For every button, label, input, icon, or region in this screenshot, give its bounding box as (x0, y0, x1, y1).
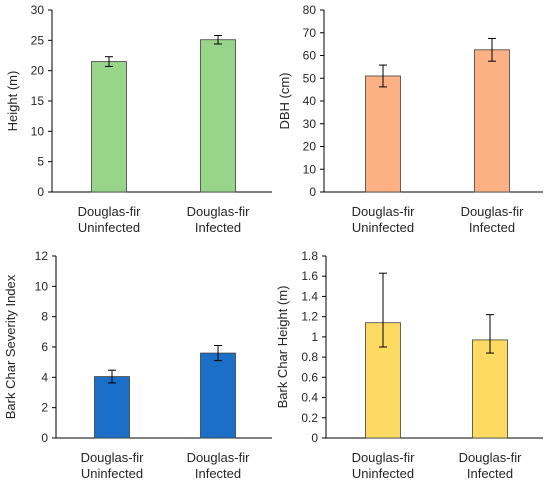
x-tick-label: Douglas-fir (461, 204, 525, 219)
y-tick-label: 10 (31, 124, 45, 138)
x-tick-label: Uninfected (78, 220, 140, 235)
y-tick-label: 50 (303, 71, 317, 85)
y-tick-label: 4 (41, 370, 48, 384)
x-tick-label: Uninfected (352, 466, 414, 481)
x-tick-label: Infected (195, 466, 241, 481)
bar (474, 49, 510, 193)
y-tick-label: 10 (35, 279, 49, 293)
chart-panel-4: 0 0.2 0.4 0.6 0.8 1 1.2 1.4 1.6 1.8 Bark Char Heig… (275, 249, 543, 481)
x-tick-label: Douglas-fir (81, 450, 145, 465)
x-tick-label: Uninfected (352, 220, 414, 235)
y-tick-label: 0.4 (301, 391, 318, 405)
y-tick-label: 1.6 (301, 269, 318, 283)
y-tick-label: 8 (41, 310, 48, 324)
x-tick-label: Douglas-fir (459, 450, 523, 465)
y-tick-label: 25 (31, 33, 45, 47)
y-tick-label: 10 (303, 162, 317, 176)
bar (91, 61, 127, 193)
y-tick-label: 2 (41, 401, 48, 415)
y-tick-label: 15 (31, 94, 45, 108)
y-axis-label: Height (m) (5, 71, 20, 132)
bar (94, 376, 130, 439)
y-tick-label: 1.4 (301, 289, 318, 303)
y-axis-label: DBH (cm) (277, 72, 292, 129)
y-tick-label: 5 (37, 155, 44, 169)
y-tick-label: 0.6 (301, 370, 318, 384)
y-tick-label: 0 (37, 185, 44, 199)
chart-panel-3: 0 2 4 6 8 10 12 Bark Char Severity Index Douglas… (3, 249, 272, 481)
y-tick-label: 6 (41, 340, 48, 354)
y-tick-label: 20 (31, 64, 45, 78)
y-tick-label: 0 (309, 185, 316, 199)
x-tick-label: Douglas-fir (78, 204, 142, 219)
y-tick-label: 20 (303, 140, 317, 154)
y-tick-label: 40 (303, 94, 317, 108)
bar (472, 339, 508, 439)
x-tick-label: Infected (469, 220, 515, 235)
y-tick-label: 0.8 (301, 350, 318, 364)
x-tick-label: Douglas-fir (187, 204, 251, 219)
y-tick-label: 30 (31, 3, 45, 17)
y-tick-label: 1.8 (301, 249, 318, 263)
bar (365, 75, 401, 193)
bar (200, 39, 236, 193)
y-tick-label: 0.2 (301, 411, 318, 425)
x-tick-label: Infected (195, 220, 241, 235)
x-tick-label: Uninfected (81, 466, 143, 481)
y-tick-label: 0 (311, 431, 318, 445)
x-tick-label: Douglas-fir (187, 450, 251, 465)
y-tick-label: 70 (303, 26, 317, 40)
y-tick-label: 60 (303, 49, 317, 63)
y-tick-label: 12 (35, 249, 49, 263)
y-tick-label: 0 (41, 431, 48, 445)
y-axis-label: Bark Char Severity Index (3, 274, 18, 419)
bar (200, 352, 236, 439)
y-tick-label: 1.2 (301, 310, 318, 324)
x-tick-label: Infected (467, 466, 513, 481)
y-tick-label: 1 (311, 330, 318, 344)
x-tick-label: Douglas-fir (352, 204, 416, 219)
y-tick-label: 30 (303, 117, 317, 131)
x-tick-label: Douglas-fir (352, 450, 416, 465)
y-axis-label: Bark Char Height (m) (275, 286, 290, 409)
y-tick-label: 80 (303, 3, 317, 17)
